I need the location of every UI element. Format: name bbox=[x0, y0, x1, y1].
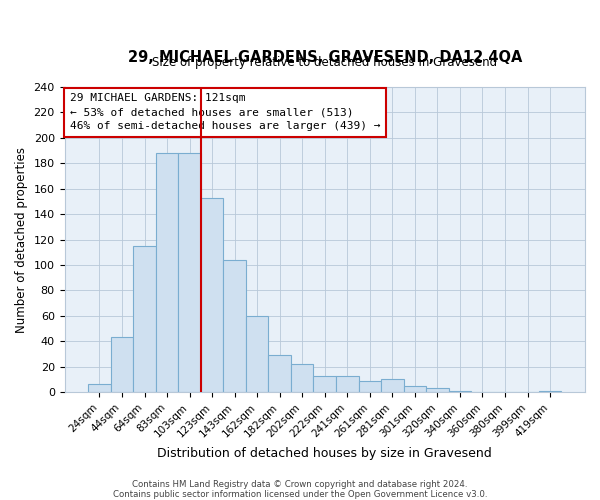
Text: 29 MICHAEL GARDENS: 121sqm
← 53% of detached houses are smaller (513)
46% of sem: 29 MICHAEL GARDENS: 121sqm ← 53% of deta… bbox=[70, 93, 380, 131]
Bar bbox=[268, 355, 291, 392]
Bar bbox=[88, 384, 111, 392]
Bar bbox=[426, 388, 449, 392]
Bar bbox=[178, 153, 201, 392]
Bar bbox=[336, 376, 359, 392]
Y-axis label: Number of detached properties: Number of detached properties bbox=[15, 146, 28, 332]
Text: Contains HM Land Registry data © Crown copyright and database right 2024.: Contains HM Land Registry data © Crown c… bbox=[132, 480, 468, 489]
Bar bbox=[111, 338, 133, 392]
Bar bbox=[539, 391, 562, 392]
Bar bbox=[246, 316, 268, 392]
Bar bbox=[201, 198, 223, 392]
Bar bbox=[223, 260, 246, 392]
Bar bbox=[404, 386, 426, 392]
Bar bbox=[381, 380, 404, 392]
Text: Size of property relative to detached houses in Gravesend: Size of property relative to detached ho… bbox=[152, 56, 497, 68]
Bar bbox=[291, 364, 313, 392]
Bar bbox=[313, 376, 336, 392]
X-axis label: Distribution of detached houses by size in Gravesend: Distribution of detached houses by size … bbox=[157, 447, 492, 460]
Bar bbox=[449, 391, 471, 392]
Bar bbox=[359, 380, 381, 392]
Text: Contains public sector information licensed under the Open Government Licence v3: Contains public sector information licen… bbox=[113, 490, 487, 499]
Title: 29, MICHAEL GARDENS, GRAVESEND, DA12 4QA: 29, MICHAEL GARDENS, GRAVESEND, DA12 4QA bbox=[128, 50, 522, 65]
Bar bbox=[156, 153, 178, 392]
Bar bbox=[133, 246, 156, 392]
